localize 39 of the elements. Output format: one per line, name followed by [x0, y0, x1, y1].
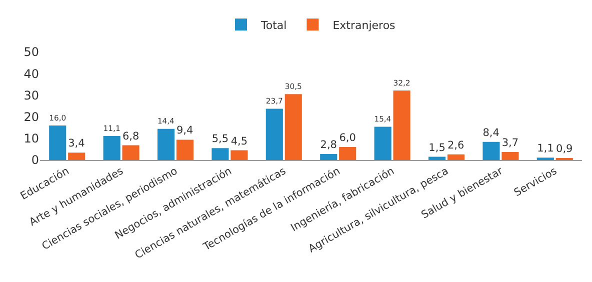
bar: [176, 140, 194, 160]
bar: [122, 145, 140, 160]
bar: [49, 125, 66, 160]
bar: [68, 152, 86, 160]
y-tick-label: 40: [24, 66, 39, 81]
data-label: 2,8: [320, 138, 337, 151]
bar: [103, 136, 120, 160]
bar: [339, 147, 356, 160]
data-label: 5,5: [212, 133, 229, 146]
data-label: 3,4: [68, 138, 86, 150]
bar: [157, 128, 175, 160]
bar: [447, 154, 465, 160]
bar: [284, 94, 302, 160]
data-label: 0,9: [556, 143, 573, 155]
bar: [212, 148, 229, 160]
bar: [320, 154, 338, 160]
legend-label: Total: [260, 18, 287, 32]
data-label: 1,1: [537, 142, 554, 155]
y-tick-label: 10: [24, 132, 39, 146]
y-tick-label: 30: [24, 88, 39, 102]
data-label: 3,7: [502, 137, 519, 150]
data-label: 6,0: [339, 132, 356, 144]
bar: [502, 152, 519, 160]
data-label: 1,5: [428, 142, 446, 154]
data-label: 6,8: [122, 130, 140, 142]
y-tick-label: 0: [31, 153, 39, 168]
data-label: 8,4: [482, 126, 500, 139]
data-label: 9,4: [176, 124, 194, 137]
bar: [482, 142, 500, 160]
bar: [230, 150, 248, 160]
bar: [266, 108, 283, 160]
bar: [393, 90, 410, 160]
y-tick-label: 50: [24, 45, 39, 60]
y-tick-label: 20: [24, 110, 39, 124]
legend-label: Extranjeros: [332, 18, 396, 32]
data-label: 2,6: [447, 139, 464, 152]
bar: [428, 156, 446, 160]
bar: [374, 126, 392, 160]
data-label: 4,5: [230, 135, 248, 148]
